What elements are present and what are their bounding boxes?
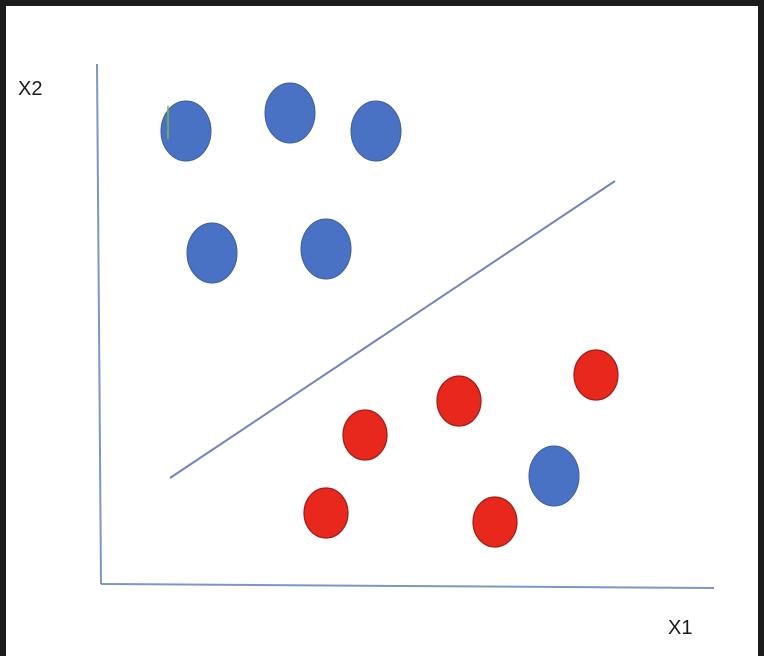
diagram-frame: X2 X1 (6, 6, 758, 656)
scatter-diagram: X2 X1 (18, 63, 715, 639)
x-axis-label: X1 (668, 617, 692, 639)
blue-point (300, 218, 352, 280)
blue-point (186, 222, 238, 284)
red-point (573, 349, 619, 401)
blue-point (350, 100, 402, 162)
red-point (342, 409, 388, 461)
red-point (303, 487, 349, 539)
y-axis (96, 63, 102, 585)
x-axis (100, 583, 715, 589)
separating-line (169, 180, 616, 479)
blue-point (264, 82, 316, 144)
blue-point (528, 445, 580, 507)
red-point (436, 375, 482, 427)
blue-point (160, 100, 212, 162)
red-point (472, 496, 518, 548)
y-axis-label: X2 (18, 78, 42, 100)
